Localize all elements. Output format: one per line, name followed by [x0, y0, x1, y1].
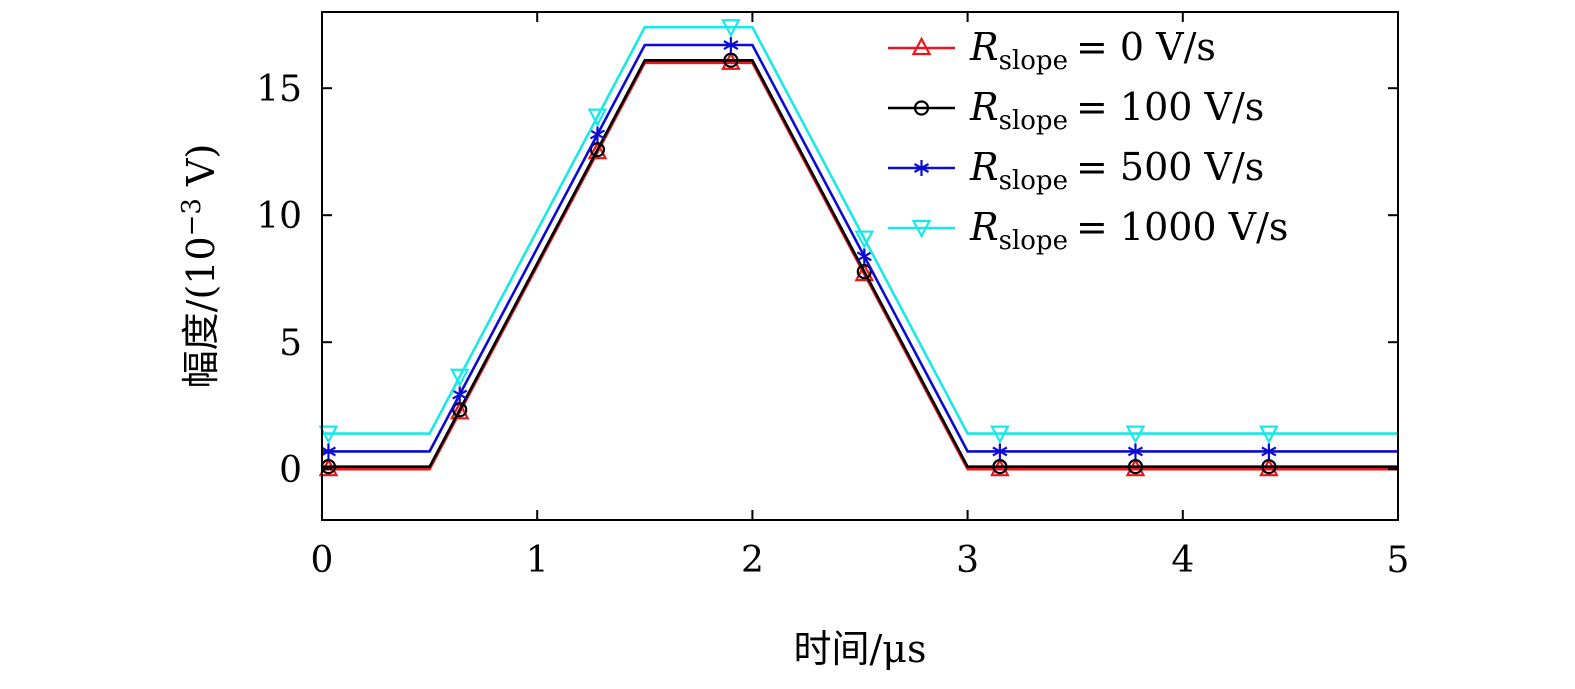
- legend-entry-1: Rslope = 100 V/s: [969, 85, 1264, 136]
- series-3-point-0: [318, 425, 339, 444]
- legend-label-0: = 0 V/s: [1076, 25, 1216, 69]
- ticks-layer: 0 1 2 3 4 5 0 5 10 15: [256, 12, 1409, 581]
- series-2-point-2: [589, 126, 606, 143]
- series-line-1: [322, 59, 1398, 468]
- series-line-2: [322, 43, 1398, 453]
- legend-label-2: = 500 V/s: [1076, 145, 1264, 189]
- y-tick-label-5: 5: [279, 323, 302, 364]
- legend-marker-2: [913, 160, 930, 176]
- legend-entry-0: Rslope = 0 V/s: [969, 25, 1216, 76]
- series-1-point-4: [856, 263, 872, 280]
- series-1-point-7: [1261, 459, 1277, 475]
- series-1-point-1: [452, 402, 468, 418]
- series-2-point-4: [856, 248, 872, 265]
- series-3-point-4: [854, 230, 875, 249]
- legend-subscript: slope: [999, 166, 1068, 196]
- series-0-point-1: [449, 400, 470, 420]
- series-3-point-5: [990, 425, 1010, 444]
- legend-label-3: = 1000 V/s: [1076, 205, 1288, 249]
- series-2-point-3: [723, 37, 739, 54]
- legend-symbol: R: [969, 25, 999, 69]
- x-axis-label: 时间/μs: [793, 627, 926, 671]
- series-line-0: [322, 61, 1398, 471]
- legend-marker-3: [911, 219, 932, 239]
- y-tick-label-10: 10: [256, 196, 302, 237]
- series-2-point-5: [992, 443, 1008, 460]
- series-2-point-6: [1127, 443, 1144, 460]
- plot-frame: [321, 11, 1399, 521]
- legend-symbol: R: [969, 205, 999, 249]
- legend-label-1: = 100 V/s: [1076, 85, 1264, 129]
- series-2-point-1: [452, 386, 468, 403]
- series-1-point-3: [723, 52, 739, 68]
- legend-subscript: slope: [999, 46, 1068, 76]
- series-0-point-4: [854, 262, 875, 282]
- series-3-point-7: [1259, 425, 1279, 444]
- x-tick-label-5: 5: [1387, 540, 1410, 581]
- series-1-point-2: [589, 142, 606, 158]
- legend-entry-3: Rslope = 1000 V/s: [969, 205, 1288, 256]
- series-0-point-2: [587, 140, 608, 160]
- x-tick-label-2: 2: [741, 540, 764, 581]
- series-1-point-6: [1127, 459, 1144, 475]
- series-3-point-3: [721, 19, 741, 38]
- legend-symbol: R: [969, 145, 999, 189]
- legend-marker-0: [911, 36, 932, 56]
- x-tick-label-4: 4: [1171, 540, 1194, 581]
- legend: Rslope = 0 V/s Rslope = 100 V/s Rslope = 500 …: [888, 25, 1288, 256]
- series-1-point-5: [992, 459, 1008, 475]
- series-layer: [318, 19, 1398, 477]
- y-axis-label-exponent: −3: [177, 198, 207, 236]
- series-2-point-7: [1261, 443, 1277, 460]
- series-2-point-0: [320, 443, 337, 460]
- x-tick-label-1: 1: [526, 540, 549, 581]
- x-tick-label-0: 0: [311, 540, 334, 581]
- legend-entry-2: Rslope = 500 V/s: [969, 145, 1264, 196]
- legend-marker-1: [913, 100, 930, 116]
- y-tick-label-0: 0: [279, 450, 302, 491]
- legend-symbol: R: [969, 85, 999, 129]
- series-line-3: [322, 25, 1398, 435]
- series-3-point-2: [587, 108, 608, 127]
- legend-subscript: slope: [999, 226, 1068, 256]
- y-axis-label-unit: V): [179, 144, 223, 198]
- y-axis-label: 幅度/(10−3 V): [177, 144, 223, 389]
- y-tick-label-15: 15: [256, 69, 302, 110]
- series-3-point-1: [449, 368, 470, 388]
- series-3-point-6: [1125, 425, 1146, 444]
- y-axis-label-main: 幅度/(10: [179, 236, 223, 388]
- x-tick-label-3: 3: [956, 540, 979, 581]
- legend-subscript: slope: [999, 106, 1068, 136]
